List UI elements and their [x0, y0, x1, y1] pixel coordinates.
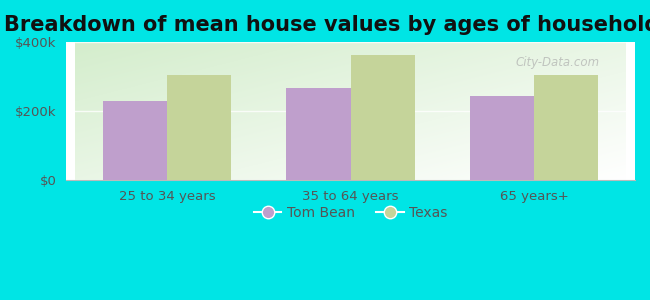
Legend: Tom Bean, Texas: Tom Bean, Texas — [248, 201, 453, 226]
Title: Breakdown of mean house values by ages of householders: Breakdown of mean house values by ages o… — [5, 15, 650, 35]
Bar — [103, 101, 167, 180]
Bar — [534, 75, 598, 180]
Text: City-Data.com: City-Data.com — [515, 56, 600, 69]
Bar — [470, 96, 534, 180]
Bar — [287, 88, 350, 180]
Bar — [167, 75, 231, 180]
Bar — [350, 55, 415, 180]
